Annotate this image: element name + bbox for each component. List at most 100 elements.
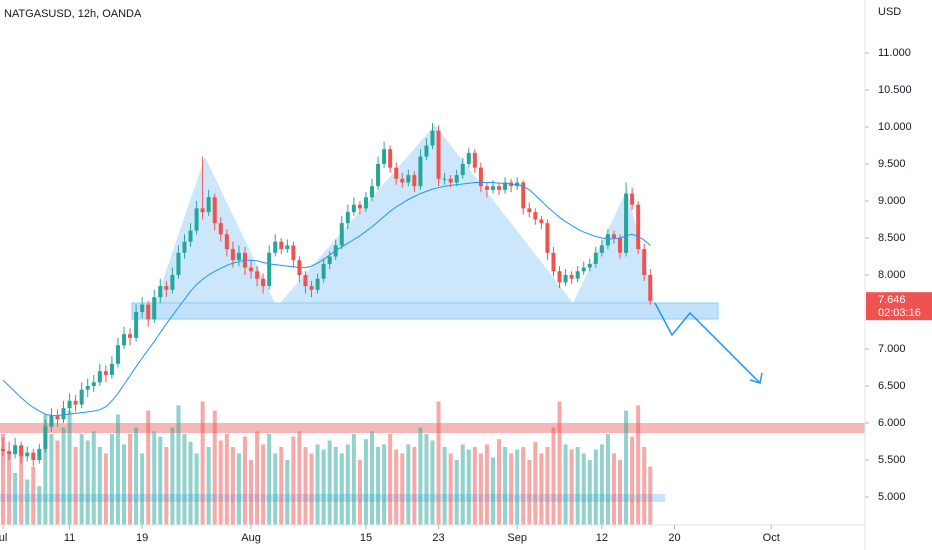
volume-bar: [122, 444, 127, 525]
volume-bar: [533, 441, 538, 525]
candle-body: [273, 241, 278, 253]
volume-bar: [176, 405, 181, 525]
candle-body: [363, 197, 368, 209]
chart-title: NATGASUSD, 12h, OANDA: [4, 8, 142, 20]
candle-body: [236, 252, 241, 261]
volume-bar: [630, 436, 635, 525]
candle-body: [418, 156, 423, 187]
candle-body: [406, 175, 411, 183]
volume-bar: [212, 410, 217, 525]
x-tick-label: 20: [668, 532, 680, 544]
candle-body: [115, 345, 120, 364]
volume-bar: [1, 434, 6, 525]
volume-bar: [79, 434, 84, 525]
volume-bar: [273, 453, 278, 525]
candle-body: [460, 163, 465, 176]
candle-body: [255, 271, 260, 279]
volume-bar: [400, 453, 405, 525]
axis-layer: 11.000 10.500 10.000 9.500 9.000 8.500 8.000 7.…: [0, 47, 932, 544]
volume-bar: [91, 431, 96, 525]
volume-bar: [218, 440, 223, 525]
volume-bar: [188, 441, 193, 525]
candle-body: [527, 208, 532, 213]
candle-body: [230, 249, 235, 261]
candle-body: [164, 286, 169, 290]
volume-bar: [31, 466, 36, 525]
candle-body: [43, 426, 48, 449]
x-tick-label: 23: [432, 532, 444, 544]
volume-bar: [285, 460, 290, 525]
candle-body: [188, 230, 193, 242]
candle-body: [19, 445, 24, 457]
volume-bar: [460, 444, 465, 525]
volume-bar: [363, 439, 368, 525]
candle-body: [599, 245, 604, 253]
candle-body: [593, 252, 598, 264]
volume-bar: [255, 431, 260, 525]
volume-bar: [279, 447, 284, 525]
candle-body: [91, 382, 96, 386]
volume-bar: [291, 436, 296, 525]
candle-body: [267, 252, 272, 287]
volume-bar: [527, 460, 532, 525]
y-tick-label: 9.500: [878, 158, 906, 170]
candle-body: [279, 241, 284, 250]
volume-bar: [43, 414, 48, 525]
candle-body: [636, 204, 641, 250]
volume-bar: [569, 449, 574, 525]
y-tick-label: 8.000: [878, 269, 906, 281]
candle-body: [212, 197, 217, 224]
volume-bar: [545, 447, 550, 525]
volume-bar: [648, 466, 653, 525]
candle-body: [49, 415, 54, 427]
volume-bar: [406, 444, 411, 525]
volume-bar: [515, 449, 520, 525]
volume-bar: [581, 453, 586, 525]
x-tick-label: Sep: [507, 532, 527, 544]
volume-bar: [224, 434, 229, 525]
volume-bar: [575, 447, 580, 525]
candle-body: [249, 267, 254, 272]
volume-bar: [599, 444, 604, 525]
volume-bar: [194, 453, 199, 525]
candle-body: [85, 385, 90, 390]
right-shoulder: [573, 190, 655, 303]
candle-body: [285, 245, 290, 250]
x-tick-label: Aug: [241, 532, 261, 544]
volume-bar: [484, 444, 489, 525]
volume-bar: [357, 460, 362, 525]
candle-body: [109, 363, 114, 375]
candle-body: [97, 371, 102, 383]
last-price-box: [866, 292, 932, 321]
volume-bar: [261, 444, 266, 525]
candle-body: [472, 152, 477, 168]
candle-body: [376, 163, 381, 187]
candle-body: [345, 212, 350, 224]
y-tick-label: 9.000: [878, 195, 906, 207]
candle-body: [122, 334, 127, 346]
y-tick-label: 5.000: [878, 491, 906, 503]
volume-bar: [442, 447, 447, 525]
volume-bar: [618, 460, 623, 525]
price-axis: [865, 0, 932, 550]
volume-bar: [382, 444, 387, 525]
volume-bar: [49, 434, 54, 525]
volume-bar: [297, 431, 302, 525]
candle-body: [182, 241, 187, 253]
volume-bar: [19, 447, 24, 525]
candle-body: [61, 408, 66, 420]
candle-body: [611, 234, 616, 238]
volume-bar: [394, 449, 399, 525]
volume-bar: [436, 401, 441, 525]
candle-body: [218, 223, 223, 235]
volume-bar: [563, 444, 568, 525]
volume-bar: [303, 447, 308, 525]
candle-body: [146, 304, 151, 320]
candle-body: [170, 274, 175, 290]
candle-body: [394, 167, 399, 179]
volume-bar: [55, 440, 60, 525]
candle-body: [436, 130, 441, 179]
candle-body: [176, 252, 181, 275]
volume-bar: [73, 447, 78, 525]
candle-body: [351, 204, 356, 213]
